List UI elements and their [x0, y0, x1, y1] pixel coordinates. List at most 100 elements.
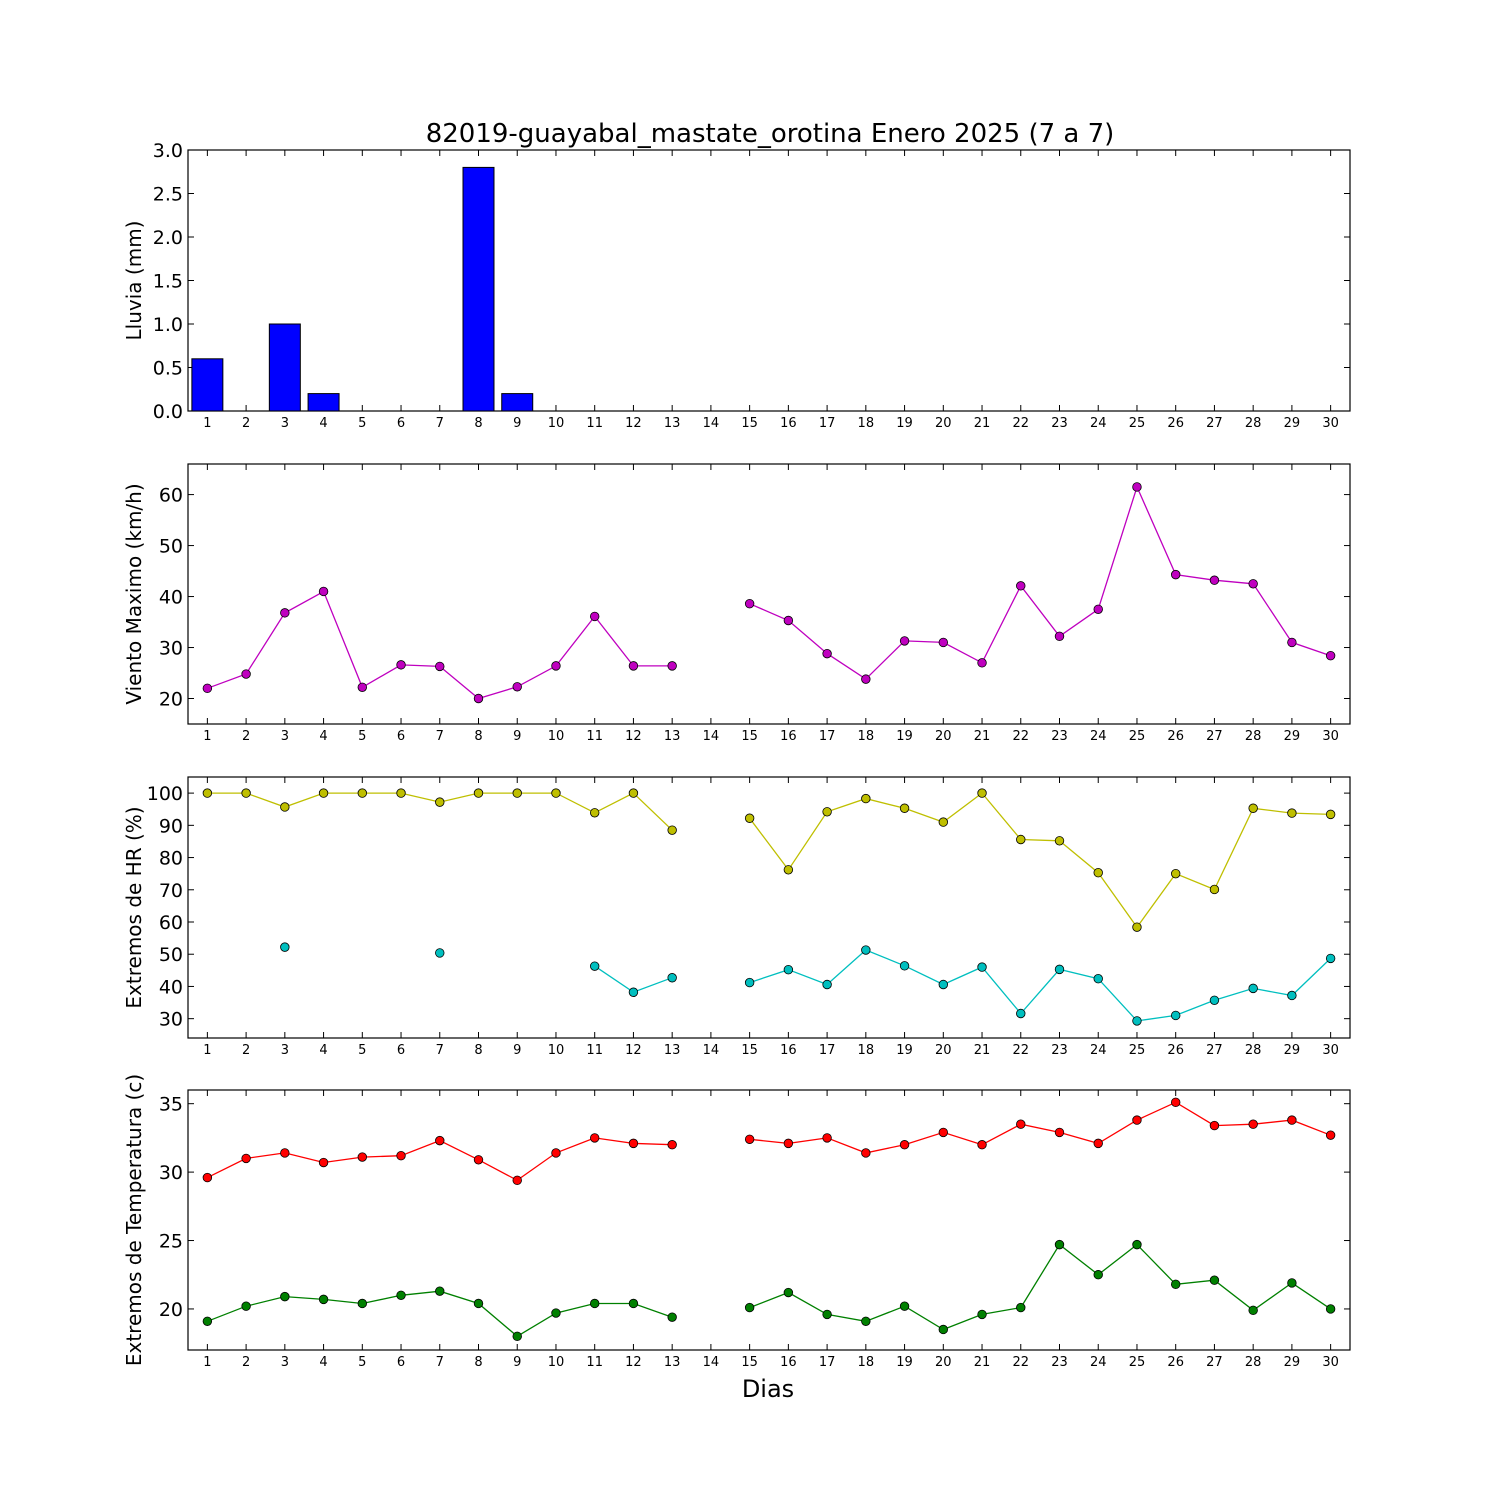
point-series-2-day-5	[357, 1298, 368, 1309]
point-series-1-day-7	[435, 1135, 445, 1146]
xtick-label: 11	[586, 1355, 603, 1370]
ytick-label: 25	[159, 1231, 183, 1253]
point-series-1-day-13	[667, 1140, 677, 1150]
xtick-label: 7	[436, 1043, 444, 1058]
xtick-label: 8	[474, 416, 482, 431]
xtick-label: 14	[703, 729, 720, 744]
xtick-label: 29	[1284, 729, 1301, 744]
point-series-1-day-19	[899, 636, 910, 646]
xtick-label: 4	[319, 1043, 327, 1058]
point-series-2-day-22	[1016, 1302, 1026, 1313]
ytick-label: 30	[159, 638, 183, 660]
xtick-label: 17	[819, 1043, 836, 1058]
point-series-2-day-21	[977, 1309, 987, 1320]
xtick-label: 26	[1167, 1355, 1184, 1370]
xtick-label: 9	[513, 416, 521, 431]
ytick-label: 2.0	[153, 227, 183, 249]
xtick-label: 23	[1051, 1355, 1068, 1370]
xtick-label: 5	[358, 1355, 366, 1370]
point-series-1-day-12	[628, 1138, 639, 1149]
point-series-1-day-29	[1287, 637, 1297, 648]
point-series-1-day-17	[822, 807, 832, 817]
xtick-label: 1	[203, 416, 211, 431]
point-series-1-day-1	[202, 1172, 213, 1183]
xtick-label: 24	[1090, 416, 1107, 431]
point-series-2-day-18	[861, 1316, 871, 1326]
panels: 0.00.51.01.52.02.53.01 2 3 4 5 6 7 8 9 10 11 12 13 14…	[122, 140, 1351, 1370]
xtick-label: 19	[896, 1355, 913, 1370]
xtick-label: 25	[1129, 729, 1146, 744]
xtick-label: 18	[858, 1043, 875, 1058]
point-series-1-day-23	[1054, 836, 1065, 846]
xtick-label: 11	[586, 1043, 603, 1058]
point-series-1-day-4	[318, 586, 329, 597]
xtick-label: 21	[974, 1043, 991, 1058]
point-series-2-day-3	[280, 1291, 290, 1302]
point-series-2-day-28	[1248, 1305, 1258, 1316]
point-series-1-day-2	[241, 1153, 251, 1164]
xtick-label: 18	[858, 729, 875, 744]
xtick-label: 3	[281, 1355, 289, 1370]
xtick-label: 30	[1322, 416, 1339, 431]
point-series-1-day-10	[551, 1148, 561, 1158]
point-series-1-day-30	[1325, 809, 1336, 820]
xtick-label: 20	[935, 1043, 952, 1058]
point-series-1-day-21	[977, 1140, 987, 1150]
point-series-1-day-4	[318, 788, 329, 798]
xtick-label: 17	[819, 1355, 836, 1370]
xtick-label: 7	[436, 416, 444, 431]
point-series-1-day-12	[628, 661, 639, 671]
point-series-2-day-4	[318, 1294, 329, 1305]
point-series-1-day-9	[512, 1175, 522, 1186]
xtick-label: 18	[858, 416, 875, 431]
xtick-label: 26	[1167, 1043, 1184, 1058]
xtick-label: 16	[780, 1355, 797, 1370]
bar-day-8	[462, 166, 495, 412]
xtick-label: 20	[935, 729, 952, 744]
point-series-1-day-10	[551, 788, 561, 798]
xtick-label: 22	[1012, 1355, 1029, 1370]
point-series-1-day-6	[396, 788, 406, 798]
xtick-label: 26	[1167, 416, 1184, 431]
ytick-label: 30	[159, 1009, 183, 1031]
point-series-2-day-6	[396, 1290, 406, 1300]
xtick-label: 2	[242, 416, 250, 431]
point-series-1-day-27	[1209, 1120, 1220, 1131]
ytick-label: 60	[159, 485, 183, 507]
point-series-1-day-23	[1054, 1127, 1065, 1138]
xtick-label: 19	[896, 416, 913, 431]
point-series-2-day-17	[822, 979, 832, 990]
xtick-label: 27	[1206, 1043, 1223, 1058]
point-series-1-day-2	[241, 669, 251, 679]
point-series-2-day-19	[899, 961, 910, 971]
xtick-label: 28	[1245, 416, 1262, 431]
xtick-label: 19	[896, 1043, 913, 1058]
xtick-label: 16	[780, 1043, 797, 1058]
xtick-label: 30	[1322, 729, 1339, 744]
xtick-label: 11	[586, 729, 603, 744]
point-series-1-day-22	[1016, 581, 1026, 591]
point-series-1-day-8	[473, 1155, 484, 1165]
xtick-label: 25	[1129, 1355, 1146, 1370]
plot-frame	[187, 776, 1351, 1039]
point-series-2-day-22	[1016, 1008, 1026, 1019]
point-series-2-day-7	[435, 1286, 445, 1296]
xtick-label: 30	[1322, 1043, 1339, 1058]
ytick-label: 20	[159, 1299, 183, 1321]
point-series-1-day-6	[396, 1150, 406, 1161]
y-axis-label: Viento Maximo (km/h)	[122, 483, 146, 704]
point-series-1-day-25	[1132, 922, 1142, 932]
point-series-2-day-12	[628, 1298, 639, 1309]
x-axis-label: Dias	[742, 1375, 794, 1403]
xtick-label: 6	[397, 1043, 405, 1058]
xtick-label: 10	[548, 729, 565, 744]
panel-1: 0.00.51.01.52.02.53.01 2 3 4 5 6 7 8 9 10 11 12 13 14…	[122, 140, 1351, 431]
ytick-label: 2.5	[153, 184, 183, 206]
point-series-1-day-10	[551, 661, 561, 671]
xtick-label: 5	[358, 729, 366, 744]
xtick-label: 11	[586, 416, 603, 431]
point-series-2-day-23	[1054, 1239, 1065, 1250]
